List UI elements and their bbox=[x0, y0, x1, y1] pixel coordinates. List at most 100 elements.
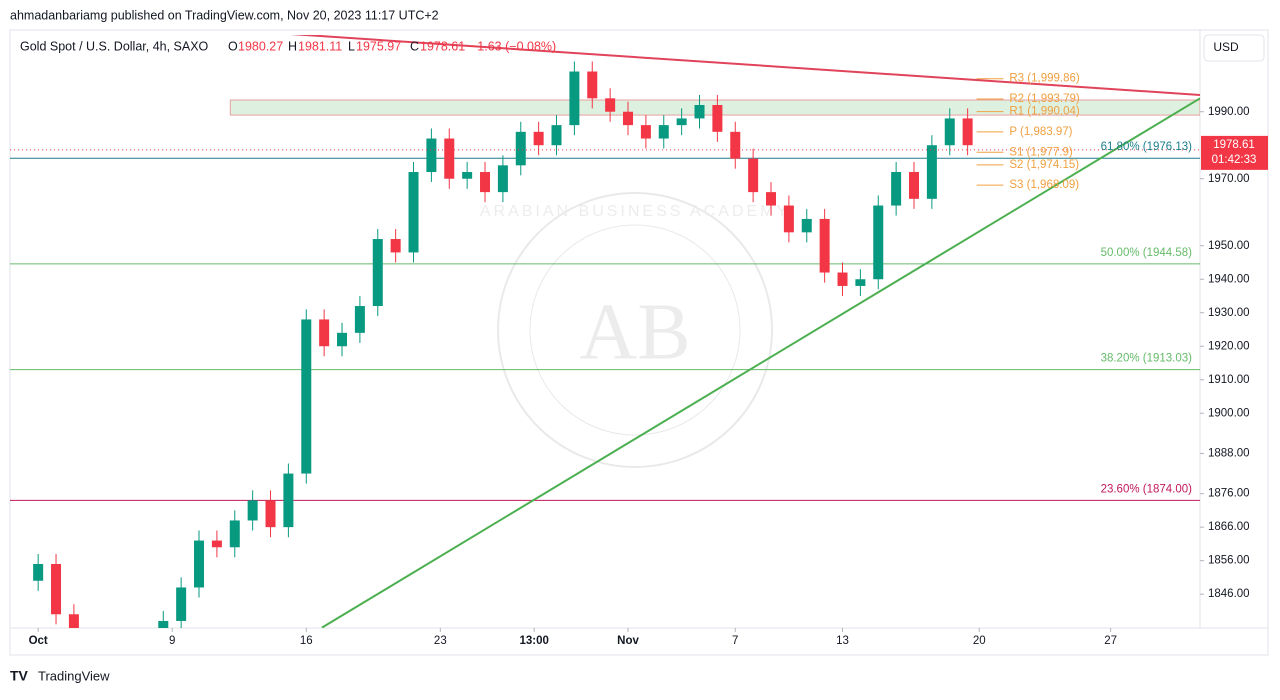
y-tick-label: 1900.00 bbox=[1208, 407, 1250, 419]
candle-body bbox=[68, 614, 79, 628]
chart-frame bbox=[9, 29, 1269, 656]
candle-body bbox=[944, 118, 955, 146]
fib-label: 38.20% (1913.03) bbox=[1101, 353, 1193, 365]
candle-body bbox=[766, 192, 777, 206]
candle-body bbox=[123, 681, 133, 688]
candle-body bbox=[605, 98, 616, 112]
candle-body bbox=[426, 138, 437, 173]
price-tag-countdown: 01:42:33 bbox=[1212, 154, 1257, 166]
x-tick-label: 27 bbox=[1104, 635, 1117, 647]
candle-body bbox=[891, 172, 902, 206]
x-tick-label: 20 bbox=[973, 635, 986, 647]
watermark-logo: AB bbox=[579, 288, 690, 376]
candle-body bbox=[247, 500, 258, 521]
brand-logo: TV bbox=[10, 668, 29, 684]
candle-body bbox=[783, 205, 794, 233]
y-tick-label: 1990.00 bbox=[1208, 106, 1250, 118]
candle-body bbox=[515, 131, 526, 166]
candle-body bbox=[51, 564, 62, 615]
o-label: O bbox=[228, 39, 238, 53]
watermark: AB ARABIAN BUSINESS ACADEMY bbox=[480, 192, 790, 468]
candle-body bbox=[462, 172, 473, 179]
candle-body bbox=[337, 332, 348, 347]
candle-body bbox=[301, 319, 312, 474]
candle-body bbox=[623, 111, 634, 126]
price-tag-value: 1978.61 bbox=[1213, 139, 1255, 151]
candle-body bbox=[551, 125, 562, 146]
x-tick-label: Oct bbox=[29, 635, 48, 647]
x-tick-label: 13 bbox=[836, 635, 849, 647]
candle-body bbox=[837, 272, 848, 286]
brand-name: TradingView bbox=[38, 668, 110, 683]
candle-body bbox=[319, 319, 330, 347]
candle-body bbox=[855, 279, 866, 286]
change: −1.63 (−0.08%) bbox=[470, 39, 556, 53]
plot-area bbox=[10, 35, 1200, 688]
pivot-label: S1 (1,977.9) bbox=[1009, 146, 1072, 158]
fib-label: 50.00% (1944.58) bbox=[1101, 247, 1193, 259]
x-tick-label: 23 bbox=[434, 635, 447, 647]
c-label: C bbox=[410, 39, 419, 53]
fib-label: 61.80% (1976.13) bbox=[1101, 141, 1193, 153]
published-line: ahmadanbariamg published on TradingView.… bbox=[10, 8, 439, 22]
candle-body bbox=[640, 125, 651, 139]
candle-body bbox=[748, 158, 759, 193]
x-tick-label: 7 bbox=[732, 635, 738, 647]
x-tick-label: 16 bbox=[300, 635, 313, 647]
l-label: L bbox=[348, 39, 355, 53]
candle-body bbox=[909, 172, 920, 199]
currency[interactable]: USD bbox=[1213, 40, 1239, 54]
candle-body bbox=[444, 138, 455, 179]
candle-body bbox=[211, 540, 222, 548]
candle-body bbox=[372, 239, 383, 307]
pivot-label: P (1,983.97) bbox=[1009, 126, 1072, 138]
brand: TV TradingView bbox=[10, 668, 110, 684]
pivot-label: S2 (1,974.15) bbox=[1009, 159, 1079, 171]
currency-button[interactable] bbox=[1203, 34, 1265, 62]
candle-body bbox=[819, 218, 830, 273]
pivot-label: S3 (1,968.09) bbox=[1009, 179, 1079, 191]
candle-body bbox=[873, 205, 884, 280]
y-tick-label: 1910.00 bbox=[1208, 374, 1250, 386]
candle-body bbox=[962, 118, 973, 146]
candle-body bbox=[229, 520, 240, 548]
y-tick-label: 1846.00 bbox=[1208, 588, 1250, 600]
x-tick-label: Nov bbox=[617, 635, 639, 647]
y-tick-label: 1970.00 bbox=[1208, 173, 1250, 185]
y-tick-label: 1930.00 bbox=[1208, 307, 1250, 319]
candle-body bbox=[354, 306, 365, 333]
y-tick-label: 1950.00 bbox=[1208, 240, 1250, 252]
candle-body bbox=[926, 145, 937, 199]
candle-body bbox=[712, 105, 723, 132]
trendline bbox=[321, 97, 1200, 628]
c-value: 1978.61 bbox=[420, 39, 465, 53]
candle-body bbox=[694, 105, 705, 119]
y-tick-label: 1888.00 bbox=[1208, 447, 1250, 459]
candle-body bbox=[533, 131, 544, 146]
candle-body bbox=[497, 165, 508, 193]
candle-body bbox=[480, 172, 491, 193]
candle-body bbox=[33, 564, 44, 581]
candle-body bbox=[569, 71, 580, 126]
candle-body bbox=[801, 218, 812, 233]
candle-body bbox=[194, 540, 205, 588]
pivot-label: R3 (1,999.86) bbox=[1009, 73, 1079, 85]
h-value: 1981.11 bbox=[298, 39, 342, 53]
candle-body bbox=[658, 125, 669, 139]
price-tag bbox=[1201, 135, 1268, 170]
candle-body bbox=[158, 620, 169, 628]
trendline bbox=[290, 35, 1200, 96]
y-tick-label: 1866.00 bbox=[1208, 521, 1250, 533]
x-tick-label: 9 bbox=[169, 635, 175, 647]
watermark-ring: ARABIAN BUSINESS ACADEMY bbox=[480, 203, 790, 220]
y-tick-label: 1920.00 bbox=[1208, 340, 1250, 352]
pivot-label: R1 (1,990.04) bbox=[1009, 106, 1079, 118]
candle-body bbox=[176, 587, 187, 621]
candle-body bbox=[587, 71, 598, 99]
candle-body bbox=[390, 239, 401, 253]
candle-body bbox=[140, 654, 150, 681]
candle-body bbox=[265, 500, 276, 528]
l-value: 1975.97 bbox=[356, 39, 401, 53]
